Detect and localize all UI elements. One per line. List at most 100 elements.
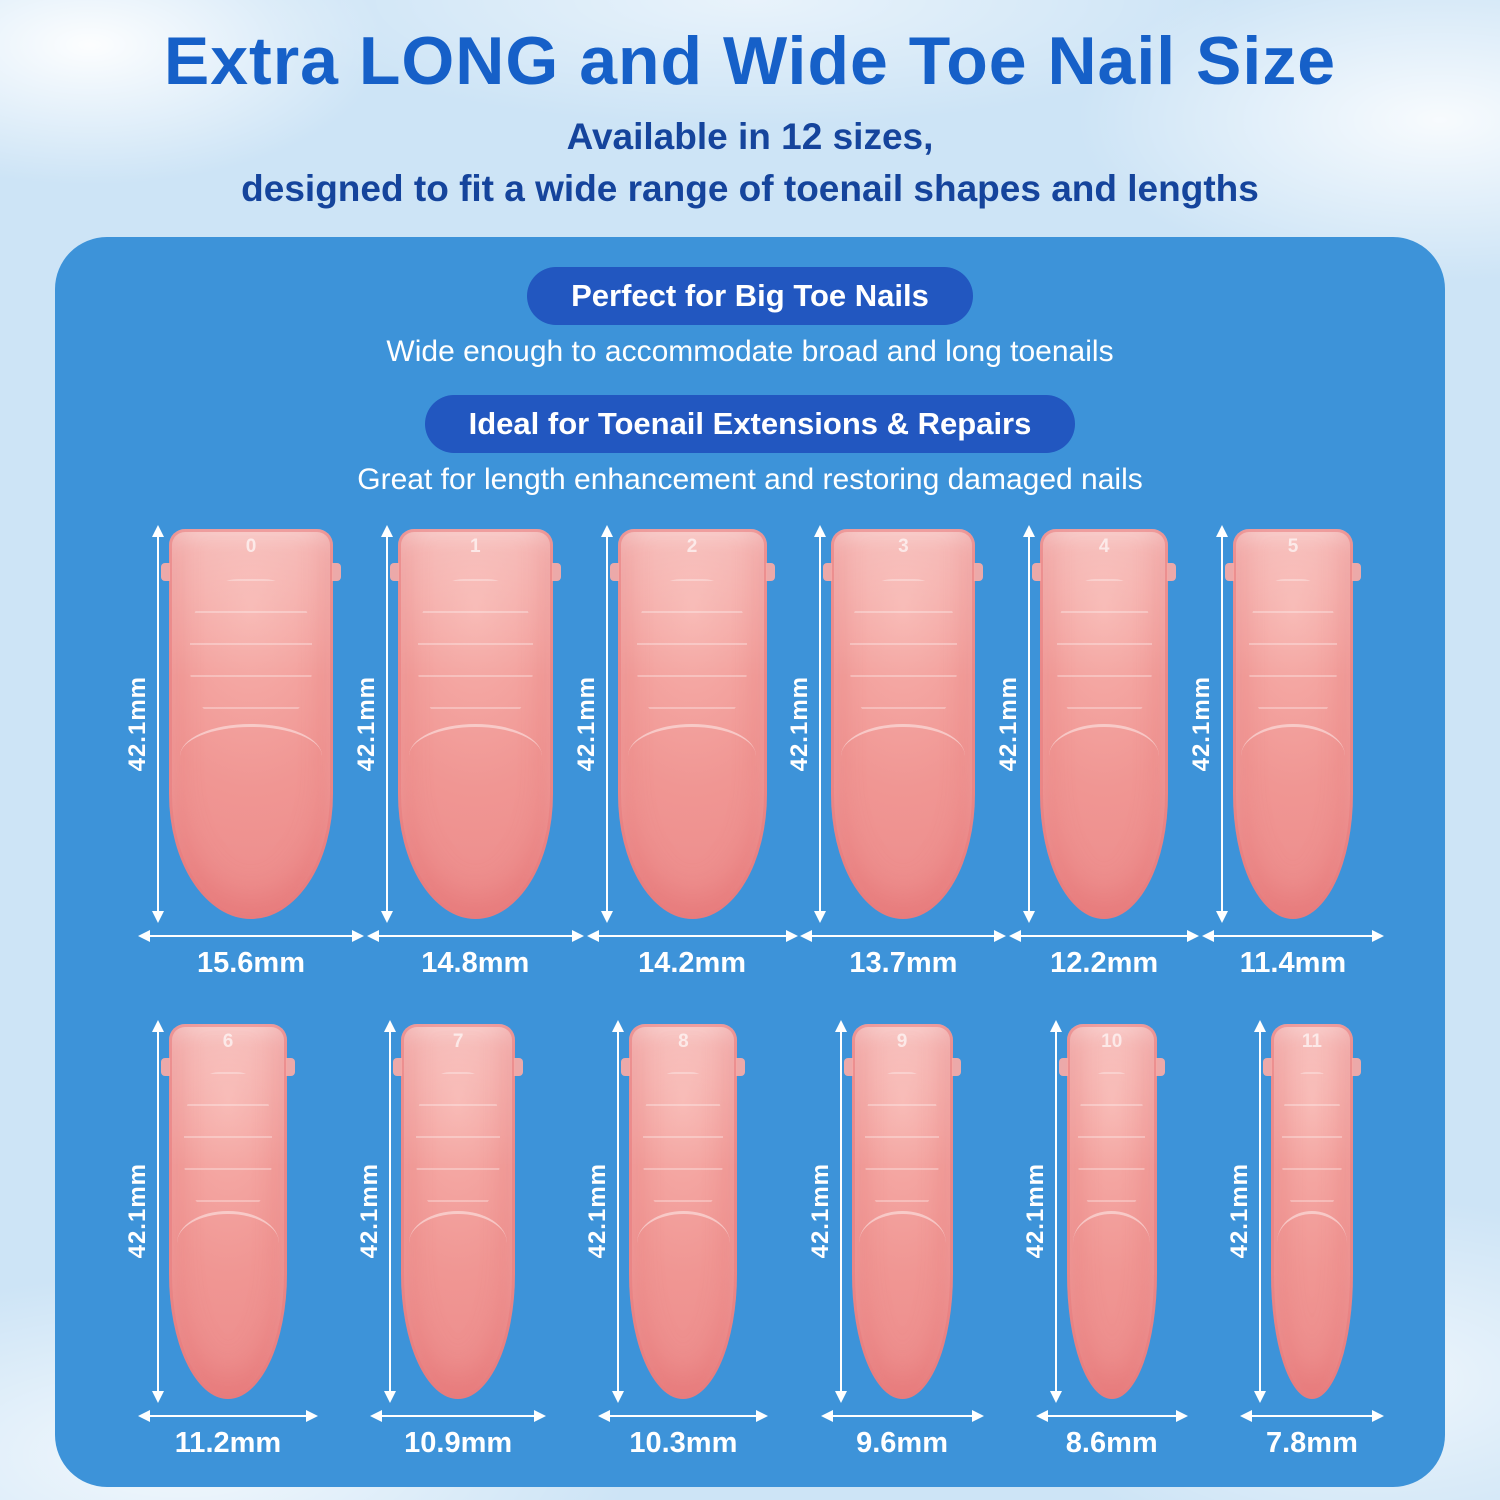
nail-shape: 9 — [843, 1023, 961, 1399]
nail-size-item-7: 42.1mm 7 10.9mm — [356, 1019, 547, 1460]
height-arrow-line — [1023, 524, 1036, 923]
nail-smile-line — [1276, 1211, 1348, 1275]
width-label: 11.4mm — [1239, 946, 1347, 979]
nail-number: 3 — [898, 535, 909, 557]
nail-shape: 6 — [161, 1023, 295, 1399]
height-arrow: 42.1mm — [807, 1019, 847, 1403]
height-label: 42.1mm — [995, 675, 1023, 772]
nail-grid-row-2: 42.1mm 6 11.2mm 42.1mm 7 — [117, 1019, 1384, 1460]
nail-number: 0 — [245, 535, 257, 557]
height-arrow-line — [834, 1019, 847, 1403]
nail-smile-line — [180, 723, 322, 788]
nail-tip-2: 42.1mm 2 — [573, 524, 775, 923]
nail-size-item-0: 42.1mm 0 15.6mm — [124, 524, 364, 980]
height-label: 42.1mm — [124, 1163, 151, 1259]
width-label: 15.6mm — [196, 946, 305, 979]
nail-tip-5: 42.1mm 5 — [1188, 524, 1361, 923]
nail-guide-lines — [416, 1072, 501, 1215]
height-arrow: 42.1mm — [1021, 1019, 1062, 1403]
height-label: 42.1mm — [1225, 1163, 1253, 1259]
nail-shape: 7 — [393, 1023, 524, 1399]
nail-shape: 3 — [823, 528, 984, 919]
nail-guide-lines — [417, 579, 533, 728]
width-arrow — [800, 929, 1007, 942]
feature-badge-extensions: Ideal for Toenail Extensions & Repairs — [424, 394, 1076, 453]
nail-guide-lines — [1248, 579, 1338, 728]
height-label: 42.1mm — [356, 1163, 384, 1259]
height-arrow-line — [384, 1019, 397, 1403]
height-label: 42.1mm — [352, 675, 380, 772]
height-arrow-line — [380, 524, 393, 923]
nail-number: 5 — [1287, 535, 1299, 557]
width-label: 11.2mm — [174, 1426, 282, 1459]
width-arrow — [1239, 1409, 1384, 1422]
feature-description-big-toe: Wide enough to accommodate broad and lon… — [386, 334, 1114, 368]
height-arrow-line — [152, 524, 164, 923]
nail-shape: 4 — [1032, 528, 1177, 919]
width-label: 7.8mm — [1265, 1426, 1358, 1459]
height-arrow: 42.1mm — [995, 524, 1036, 923]
nail-size-item-3: 42.1mm 3 13.7mm — [786, 524, 1007, 980]
page-title: Extra LONG and Wide Toe Nail Size — [163, 23, 1337, 99]
nail-guide-lines — [1281, 1072, 1343, 1215]
width-arrow — [586, 929, 798, 942]
nail-size-item-1: 42.1mm 1 14.8mm — [353, 524, 584, 980]
width-arrow — [1035, 1409, 1188, 1422]
nail-tip-4: 42.1mm 4 — [995, 524, 1177, 923]
nail-number: 10 — [1101, 1030, 1123, 1052]
nail-number: 4 — [1098, 535, 1110, 557]
width-arrow — [1201, 929, 1384, 942]
nail-guide-lines — [1078, 1072, 1146, 1215]
nail-tip-3: 42.1mm 3 — [786, 524, 984, 923]
nail-smile-line — [1049, 723, 1160, 788]
height-label: 42.1mm — [1021, 1163, 1049, 1259]
height-arrow: 42.1mm — [124, 1019, 164, 1403]
height-arrow-line — [814, 524, 827, 923]
width-label: 10.3mm — [629, 1426, 738, 1459]
nail-shape: 11 — [1262, 1023, 1361, 1399]
nail-guide-lines — [643, 1072, 724, 1215]
nail-smile-line — [1073, 1211, 1151, 1275]
nail-number: 8 — [678, 1030, 689, 1052]
width-arrow — [1009, 929, 1200, 942]
nail-guide-lines — [184, 1072, 272, 1215]
height-arrow: 42.1mm — [786, 524, 827, 923]
width-label: 12.2mm — [1050, 946, 1159, 979]
height-label: 42.1mm — [572, 675, 600, 772]
nail-tip-1: 42.1mm 1 — [353, 524, 561, 923]
nail-guide-lines — [190, 579, 312, 728]
nail-size-item-2: 42.1mm 2 14.2mm — [573, 524, 798, 980]
nail-size-item-5: 42.1mm 5 11.4mm — [1188, 524, 1384, 980]
height-label: 42.1mm — [1187, 675, 1215, 772]
nail-number: 9 — [896, 1030, 908, 1052]
nail-guide-lines — [1056, 579, 1152, 728]
height-arrow: 42.1mm — [352, 524, 393, 923]
height-arrow: 42.1mm — [572, 524, 613, 923]
nail-number: 11 — [1301, 1030, 1322, 1052]
nail-number: 1 — [470, 535, 481, 557]
nail-tip-11: 42.1mm 11 — [1226, 1019, 1361, 1403]
nail-shape: 1 — [389, 528, 561, 919]
feature-description-extensions: Great for length enhancement and restori… — [357, 462, 1143, 496]
nail-tip-8: 42.1mm 8 — [584, 1019, 746, 1403]
nail-size-item-6: 42.1mm 6 11.2mm — [124, 1019, 318, 1460]
nail-size-item-4: 42.1mm 4 12.2mm — [995, 524, 1200, 980]
nail-size-item-8: 42.1mm 8 10.3mm — [584, 1019, 769, 1460]
nail-guide-lines — [636, 579, 748, 728]
nail-tip-10: 42.1mm 10 — [1022, 1019, 1165, 1403]
height-arrow: 42.1mm — [584, 1019, 625, 1403]
nail-tip-0: 42.1mm 0 — [124, 524, 341, 923]
nail-guide-lines — [850, 579, 957, 728]
nail-size-item-11: 42.1mm 11 7.8mm — [1226, 1019, 1384, 1460]
subtitle-line-2: designed to fit a wide range of toenail … — [241, 168, 1259, 210]
nail-smile-line — [841, 723, 966, 788]
nail-smile-line — [628, 723, 757, 788]
nail-smile-line — [636, 1211, 730, 1275]
width-arrow — [598, 1409, 769, 1422]
nail-tip-7: 42.1mm 7 — [356, 1019, 524, 1403]
nail-size-item-10: 42.1mm 10 8.6mm — [1022, 1019, 1188, 1460]
nail-number: 6 — [222, 1030, 234, 1052]
nail-shape: 2 — [609, 528, 775, 919]
nail-tip-6: 42.1mm 6 — [124, 1019, 295, 1403]
height-arrow-line — [600, 524, 613, 923]
